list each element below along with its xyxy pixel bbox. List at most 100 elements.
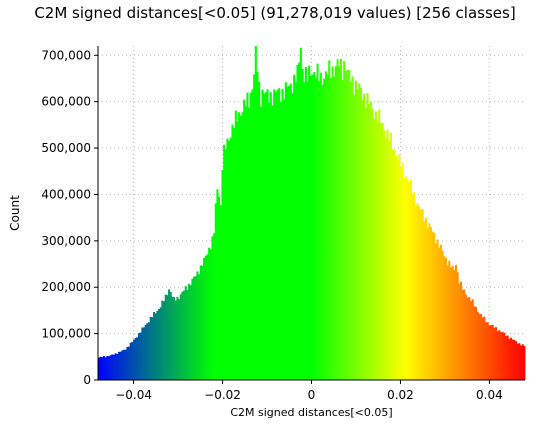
histogram-bar: [509, 337, 513, 380]
histogram-bar: [443, 256, 446, 380]
histogram-bar: [196, 271, 199, 380]
histogram-bar: [426, 227, 429, 380]
histogram-bar: [119, 351, 122, 380]
histogram-bar: [456, 272, 459, 380]
x-tick-label: −0.04: [115, 388, 152, 402]
histogram-bar: [291, 92, 294, 381]
histogram-bar: [516, 343, 519, 380]
histogram-bar: [498, 330, 501, 380]
histogram-bar: [274, 92, 277, 380]
histogram-bar: [101, 357, 104, 380]
histogram-bar: [288, 85, 291, 381]
histogram-bar: [381, 122, 384, 380]
histogram-bar: [174, 300, 177, 380]
histogram-bar: [256, 71, 259, 381]
histogram-bar: [201, 265, 204, 380]
histogram-bar: [486, 322, 489, 380]
histogram-bar: [518, 343, 521, 380]
histogram-bar: [379, 123, 382, 380]
histogram-bar: [239, 115, 242, 380]
histogram-bar: [194, 276, 197, 380]
histogram-bar: [306, 80, 309, 380]
histogram-bar: [351, 76, 354, 380]
histogram-bar: [334, 66, 337, 380]
histogram-bar: [263, 93, 266, 380]
histogram-bar: [331, 66, 334, 380]
histogram-bar: [133, 339, 136, 380]
histogram-bar: [398, 154, 401, 380]
histogram-bar: [164, 294, 167, 380]
histogram-bar: [358, 83, 361, 381]
histogram-bar: [158, 308, 161, 380]
histogram-bar: [491, 324, 494, 380]
histogram-bar: [369, 101, 372, 381]
y-tick-label: 700,000: [41, 48, 91, 62]
histogram-bar: [226, 138, 229, 380]
histogram-bar: [389, 132, 392, 380]
histogram-bar: [254, 46, 257, 380]
histogram-bar: [293, 74, 296, 381]
histogram-bar: [344, 71, 347, 380]
histogram-bar: [474, 306, 478, 380]
histogram-bar: [374, 111, 377, 380]
x-tick-label: 0: [308, 388, 316, 402]
histogram-bar: [296, 64, 299, 380]
histogram-bar: [146, 323, 149, 380]
histogram-bar: [384, 137, 387, 380]
histogram-bar: [368, 104, 371, 380]
histogram-bar: [361, 99, 364, 381]
histogram-bar: [463, 289, 466, 380]
histogram-bar: [439, 244, 443, 380]
histogram-bar: [304, 67, 307, 380]
histogram-bar: [294, 82, 297, 381]
histogram-bar: [494, 327, 498, 380]
histogram-bar: [98, 357, 101, 380]
histogram-bar: [333, 76, 336, 380]
histogram-bar: [183, 290, 186, 380]
histogram-bar: [268, 102, 271, 380]
histogram-bar: [219, 205, 222, 380]
histogram-bar: [416, 203, 419, 380]
histogram-bar: [169, 291, 172, 380]
histogram-bar: [216, 189, 219, 380]
histogram-bar: [214, 203, 217, 380]
y-tick-label: 500,000: [41, 141, 91, 155]
histogram-bar: [329, 77, 332, 380]
histogram-bar: [421, 209, 424, 380]
histogram-bar: [206, 254, 209, 380]
histogram-bar: [136, 337, 139, 380]
histogram-bar: [414, 205, 417, 380]
histogram-bar: [469, 301, 473, 380]
histogram-bar: [338, 66, 341, 380]
histogram-bar: [403, 177, 406, 380]
x-tick-label: 0.02: [387, 388, 414, 402]
histogram-bar: [143, 327, 146, 380]
histogram-bar: [229, 137, 232, 380]
histogram-bar: [163, 301, 166, 380]
histogram-bar: [261, 89, 264, 381]
histogram-bar: [308, 65, 311, 381]
histogram-bar: [299, 47, 302, 380]
histogram-bar: [128, 346, 131, 380]
histogram-bar: [126, 346, 129, 380]
histogram-bar: [211, 236, 214, 380]
histogram-bar: [178, 299, 181, 380]
histogram-bar: [321, 84, 324, 381]
histogram-bar: [383, 130, 386, 380]
histogram-bar: [476, 311, 479, 380]
histogram-bar: [118, 351, 121, 380]
histogram-bar: [111, 354, 114, 380]
histogram-bar: [326, 74, 329, 380]
histogram-bar: [411, 194, 414, 380]
histogram-bar: [336, 59, 339, 380]
histogram-bar: [479, 314, 483, 380]
histogram-bar: [203, 257, 206, 380]
histogram-bar: [503, 332, 506, 380]
histogram-bar: [166, 295, 169, 380]
histogram-bar: [278, 88, 281, 381]
histogram-bar: [506, 335, 509, 380]
histogram-bar: [499, 332, 503, 380]
histogram-bar: [436, 239, 439, 380]
x-tick-label: 0.04: [476, 388, 503, 402]
